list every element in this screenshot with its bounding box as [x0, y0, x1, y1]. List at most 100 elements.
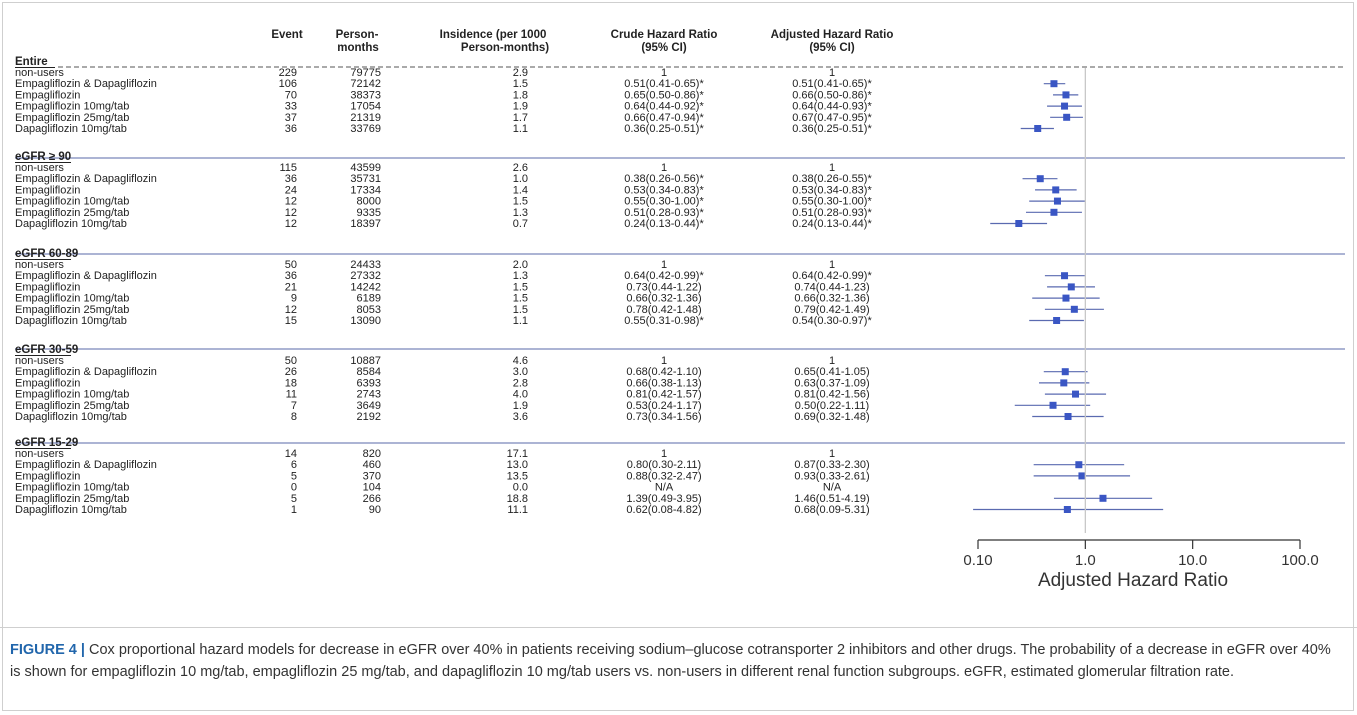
row-incidence: 11.1 [507, 504, 528, 516]
row-incidence: 1.5 [513, 196, 528, 208]
row-adjusted-hr: 0.36(0.25-0.51)* [792, 123, 872, 135]
row-person-months: 6189 [357, 293, 381, 305]
row-crude-hr: 0.64(0.42-0.99)* [624, 270, 704, 282]
row-incidence: 1.4 [513, 184, 528, 196]
table-header: Event Person- months Insidence (per 1000… [271, 29, 893, 54]
hr-marker [1063, 113, 1071, 121]
row-adjusted-hr: 1 [829, 448, 835, 460]
row-crude-hr: 0.55(0.31-0.98)* [624, 315, 704, 327]
row-event: 106 [279, 78, 297, 90]
row-crude-hr: 1.39(0.49-3.95) [626, 493, 701, 505]
hr-marker [1036, 175, 1044, 183]
row-adjusted-hr: 0.67(0.47-0.95)* [792, 112, 872, 124]
row-event: 21 [285, 281, 297, 293]
row-label: Empagliflozin 10mg/tab [15, 389, 129, 401]
row-adjusted-hr: 0.54(0.30-0.97)* [792, 315, 872, 327]
caption-text: Cox proportional hazard models for decre… [10, 642, 1331, 680]
hr-marker [1060, 379, 1068, 387]
caption-container [0, 627, 1357, 715]
row-crude-hr: 1 [661, 448, 667, 460]
row-crude-hr: 0.53(0.34-0.83)* [624, 184, 704, 196]
hr-marker [1053, 197, 1061, 205]
row-incidence: 3.0 [513, 366, 528, 378]
row-incidence: 1.3 [513, 270, 528, 282]
section-title: eGFR 15-29 [15, 437, 78, 449]
row-person-months: 460 [363, 459, 381, 471]
row-label: Empagliflozin 25mg/tab [15, 400, 129, 412]
row-event: 15 [285, 315, 297, 327]
header-crude-line2: (95% CI) [641, 42, 687, 54]
row-person-months: 370 [363, 470, 381, 482]
row-label: Dapagliflozin 10mg/tab [15, 218, 127, 230]
row-person-months: 820 [363, 448, 381, 460]
row-person-months: 3649 [357, 400, 381, 412]
row-adjusted-hr: 0.51(0.41-0.65)* [792, 78, 872, 90]
row-crude-hr: 0.53(0.24-1.17) [626, 400, 701, 412]
row-event: 50 [285, 259, 297, 271]
hr-marker [1034, 125, 1042, 132]
row-person-months: 6393 [357, 377, 381, 389]
row-incidence: 1.9 [513, 101, 528, 113]
row-label: non-users [15, 355, 64, 367]
row-adjusted-hr: 0.63(0.37-1.09) [794, 377, 869, 389]
row-incidence: 17.1 [507, 448, 528, 460]
row-event: 37 [285, 112, 297, 124]
hr-marker [1062, 91, 1070, 99]
row-crude-hr: 0.88(0.32-2.47) [626, 470, 701, 482]
row-label: Empagliflozin & Dapagliflozin [15, 270, 157, 282]
row-incidence: 1.3 [513, 207, 528, 219]
row-incidence: 4.6 [513, 355, 528, 367]
hr-marker [1078, 472, 1086, 480]
row-person-months: 17054 [350, 101, 381, 113]
row-person-months: 8053 [357, 304, 381, 316]
row-adjusted-hr: 0.87(0.33-2.30) [794, 459, 869, 471]
row-crude-hr: 1 [661, 162, 667, 174]
row-adjusted-hr: 0.93(0.33-2.61) [794, 470, 869, 482]
row-label: Dapagliflozin 10mg/tab [15, 123, 127, 135]
row-event: 26 [285, 366, 297, 378]
hr-marker [1052, 186, 1060, 194]
row-label: Dapagliflozin 10mg/tab [15, 504, 127, 516]
row-adjusted-hr: 0.24(0.13-0.44)* [792, 218, 872, 230]
row-incidence: 1.1 [513, 123, 528, 135]
header-person-line1: Person- [336, 29, 379, 41]
header-incidence-line1: Insidence (per 1000 [440, 29, 547, 41]
row-person-months: 24433 [350, 259, 381, 271]
row-person-months: 9335 [357, 207, 381, 219]
row-crude-hr: 0.62(0.08-4.82) [626, 504, 701, 516]
row-event: 115 [279, 162, 297, 174]
row-crude-hr: 0.66(0.47-0.94)* [624, 112, 704, 124]
row-label: Empagliflozin & Dapagliflozin [15, 78, 157, 90]
row-adjusted-hr: 0.53(0.34-0.83)* [792, 184, 872, 196]
row-adjusted-hr: 1 [829, 67, 835, 79]
row-crude-hr: 0.66(0.38-1.13) [626, 377, 701, 389]
row-incidence: 1.5 [513, 78, 528, 90]
x-axis-title: Adjusted Hazard Ratio [1038, 570, 1228, 591]
figure-caption: FIGURE 4 | Cox proportional hazard model… [10, 639, 1340, 683]
hr-marker [1053, 317, 1061, 324]
row-label: Empagliflozin & Dapagliflozin [15, 459, 157, 471]
row-person-months: 79775 [350, 67, 381, 79]
row-label: Empagliflozin [15, 377, 80, 389]
row-label: Empagliflozin 25mg/tab [15, 207, 129, 219]
row-person-months: 266 [363, 493, 381, 505]
row-person-months: 72142 [350, 78, 381, 90]
row-incidence: 1.7 [513, 112, 528, 124]
row-adjusted-hr: 0.74(0.44-1.23) [794, 281, 869, 293]
x-axis: Adjusted Hazard Ratio 0.10 1.0 10.0 100.0 [963, 539, 1319, 591]
hr-marker [1062, 294, 1070, 302]
row-event: 6 [291, 459, 297, 471]
row-event: 36 [285, 270, 297, 282]
row-incidence: 1.5 [513, 304, 528, 316]
x-tick-label: 1.0 [1075, 552, 1096, 569]
row-label: Empagliflozin 10mg/tab [15, 482, 129, 494]
row-adjusted-hr: 0.38(0.26-0.55)* [792, 173, 872, 185]
header-person-line2: months [337, 42, 379, 54]
row-event: 33 [285, 101, 297, 113]
hr-marker [1075, 461, 1083, 469]
hr-marker [1099, 494, 1107, 502]
row-adjusted-hr: 0.79(0.42-1.49) [794, 304, 869, 316]
row-crude-hr: 1 [661, 259, 667, 271]
